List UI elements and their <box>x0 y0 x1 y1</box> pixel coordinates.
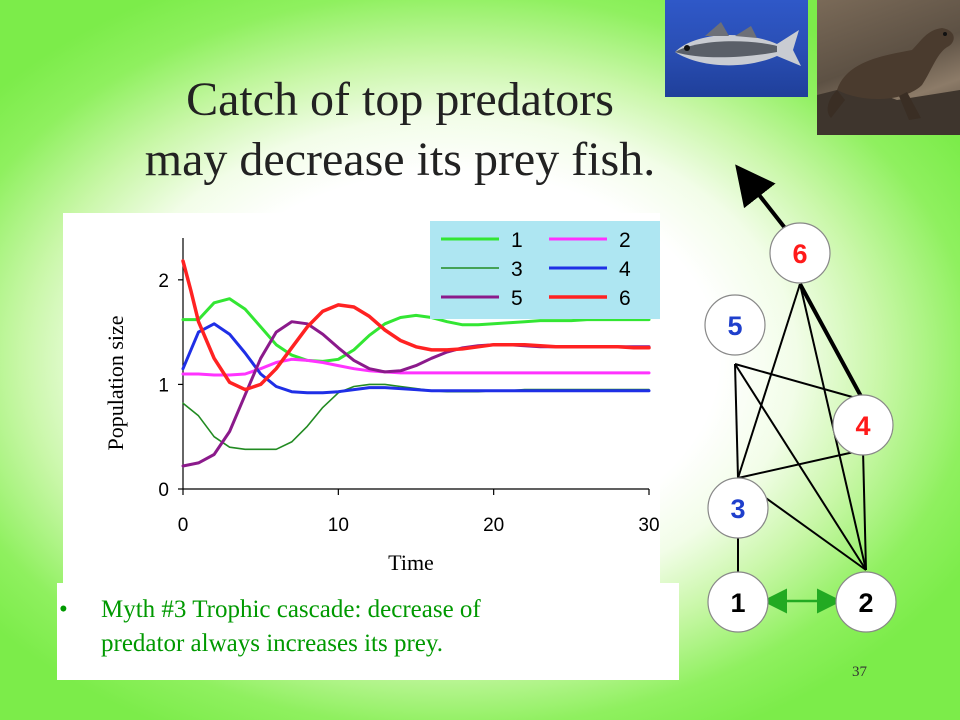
node-6-circle <box>769 222 831 284</box>
fish-photo <box>665 0 808 97</box>
node-4-label: 4 <box>855 411 870 441</box>
bullet-text: • Myth #3 Trophic cascade: decrease of p… <box>59 593 671 661</box>
x-tick-label: 20 <box>483 515 504 536</box>
edge-5-4 <box>734 363 864 401</box>
node-6-label: 6 <box>792 239 807 269</box>
node-3-label: 3 <box>730 494 745 524</box>
node-1-label: 1 <box>730 588 745 618</box>
food-web-edges <box>734 164 867 580</box>
edge-5-1 <box>734 363 739 479</box>
x-tick-label: 0 <box>178 515 189 536</box>
series-line-2 <box>181 357 651 377</box>
y-axis-title: Population size <box>103 315 128 450</box>
legend-label-4: 4 <box>619 258 631 281</box>
edge-6-to-top <box>735 164 787 230</box>
x-tick-label: 30 <box>638 515 659 536</box>
edge-5-2 <box>734 363 867 571</box>
node-5-circle <box>704 294 766 356</box>
x-tick-label: 10 <box>328 515 349 536</box>
series-line-6 <box>181 259 651 392</box>
food-web-diagram: 6 5 4 3 1 2 <box>704 164 897 633</box>
chart-panel: 0 10 20 30 0 1 2 Population size Time 1 2 3 4 5 6 <box>63 213 660 584</box>
slide-title: Catch of top predators may decrease its … <box>40 70 760 190</box>
legend-label-3: 3 <box>511 258 523 281</box>
edge-4-3 <box>737 449 864 479</box>
edge-6-4 <box>798 283 865 401</box>
legend-label-2: 2 <box>619 229 631 252</box>
legend-box <box>430 221 660 319</box>
page-number: 37 <box>852 664 867 680</box>
node-1-circle <box>707 571 769 633</box>
title-line-2: may decrease its prey fish. <box>144 133 656 186</box>
legend-label-5: 5 <box>511 287 523 310</box>
food-web-nodes: 6 5 4 3 1 2 <box>704 222 897 633</box>
bullet-line-2: predator always increases its prey. <box>101 630 443 657</box>
legend-label-1: 1 <box>511 229 523 252</box>
bullet-line-1: Myth #3 Trophic cascade: decrease of <box>101 596 481 623</box>
node-2-label: 2 <box>858 588 873 618</box>
y-tick-label: 2 <box>158 271 169 292</box>
series-line-1 <box>181 297 651 363</box>
bullet-marker: • <box>59 596 68 623</box>
node-2-circle <box>835 571 897 633</box>
title-line-1: Catch of top predators <box>186 73 614 126</box>
bullet-panel: • Myth #3 Trophic cascade: decrease of p… <box>57 583 679 680</box>
node-3-circle <box>707 477 769 539</box>
edge-4-2 <box>862 449 867 571</box>
legend-label-6: 6 <box>619 287 631 310</box>
node-5-label: 5 <box>727 311 742 341</box>
x-axis-title: Time <box>388 550 434 575</box>
chart-series <box>181 259 651 468</box>
edge-6-3 <box>737 283 801 479</box>
series-line-4 <box>181 322 651 395</box>
y-tick-label: 0 <box>158 480 169 501</box>
population-chart: 0 10 20 30 0 1 2 Population size Time 1 2 3 4 5 6 <box>103 221 660 575</box>
series-line-3 <box>182 383 650 451</box>
series-line-5 <box>181 320 651 468</box>
y-tick-label: 1 <box>158 375 169 396</box>
sea-lion-photo <box>817 0 960 135</box>
node-4-circle <box>832 394 894 456</box>
chart-ticks: 0 10 20 30 0 1 2 <box>158 271 659 536</box>
chart-legend: 1 2 3 4 5 6 <box>430 221 660 319</box>
